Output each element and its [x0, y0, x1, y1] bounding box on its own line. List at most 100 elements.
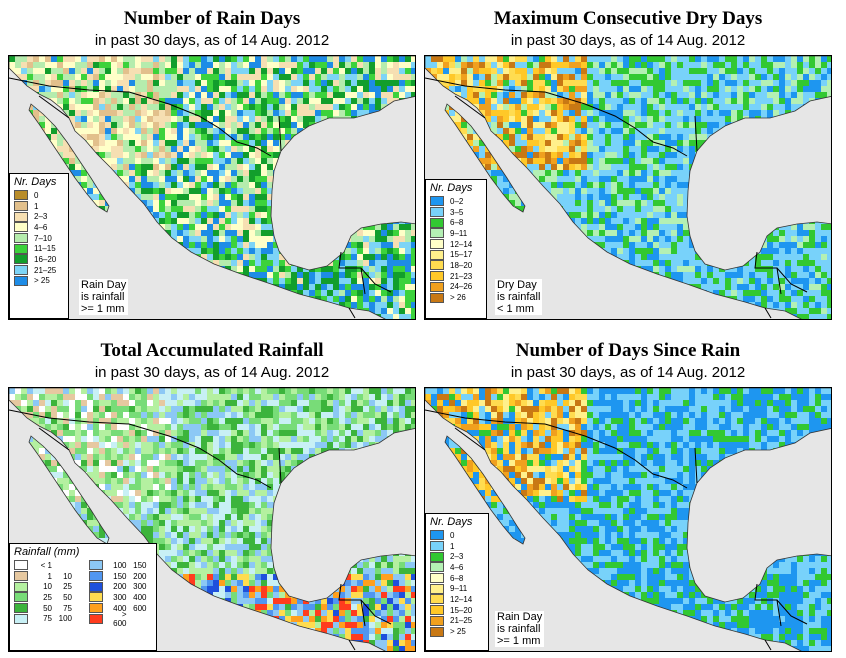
country-border — [338, 251, 366, 295]
legend-item: 11–15 — [10, 243, 68, 254]
legend-label: 21–25 — [450, 616, 473, 626]
legend-item: > 25 — [426, 626, 488, 637]
legend-item: 3–5 — [426, 207, 486, 218]
legend-label: 11–15 — [34, 244, 56, 254]
legend-low: 1 — [47, 571, 52, 581]
legend-swatch — [14, 254, 28, 265]
legend-label: 1 — [34, 201, 39, 211]
coastline — [444, 103, 526, 213]
legend-item: 4–6 — [10, 222, 68, 233]
rain-days-map: Nr. Days 0 1 2–3 4–6 7–10 11–15 16–20 21–25 > 25… — [8, 55, 416, 320]
legend-high: 300 — [133, 582, 147, 592]
legend-title: Nr. Days — [14, 176, 57, 188]
legend-swatch — [430, 562, 444, 573]
legend-label: 9–11 — [450, 584, 468, 594]
legend-item: 75 100 — [10, 613, 79, 624]
country-border — [278, 447, 282, 484]
legend-label: 12–14 — [450, 594, 473, 604]
days-since-rain-map: Nr. Days 0 1 2–3 4–6 6–8 9–11 12–14 15–20 21–25 >… — [424, 387, 832, 652]
country-border — [348, 639, 356, 651]
legend-low: > 600 — [113, 609, 127, 628]
map-legend: Rainfall (mm) < 1 100 150 1 10 150 200 10 25 200 3… — [9, 543, 157, 651]
legend-item: 7–10 — [10, 233, 68, 244]
legend-swatch — [14, 592, 28, 603]
legend-label: 7–10 — [34, 233, 52, 243]
legend-label: 6–8 — [450, 573, 464, 583]
country-border — [754, 583, 782, 627]
legend-swatch — [14, 265, 28, 276]
country-border — [694, 115, 698, 152]
legend-swatch — [430, 228, 444, 239]
legend-swatch — [14, 233, 28, 244]
legend-item: 150 200 — [85, 571, 154, 582]
dry-days-map: Nr. Days 0–2 3–5 6–8 9–11 12–14 15–17 18–20 21–… — [424, 55, 832, 320]
panel-title: Maximum Consecutive Dry Days — [493, 8, 763, 29]
legend-label: 0–2 — [450, 196, 464, 206]
legend-low: 400 — [113, 603, 127, 613]
legend-low: 300 — [113, 592, 127, 602]
legend-high: 10 — [63, 571, 72, 581]
map-graphic — [9, 388, 415, 651]
legend-swatch — [430, 626, 444, 637]
legend-item: 9–11 — [426, 583, 488, 594]
country-border — [38, 427, 70, 451]
legend-item: 0–2 — [426, 196, 486, 207]
legend-item: 2–3 — [10, 211, 68, 222]
country-border — [9, 409, 272, 489]
legend-label: 0 — [34, 190, 39, 200]
legend-swatch — [430, 281, 444, 292]
panel-rain-days: Number of Rain Days in past 30 days, as … — [8, 8, 416, 326]
legend-rows: 0–2 3–5 6–8 9–11 12–14 15–17 18–20 21–23 24–26 > … — [426, 196, 486, 303]
legend-swatch — [430, 217, 444, 228]
legend-high: 200 — [133, 571, 147, 581]
coastline — [425, 56, 831, 319]
legend-swatch — [14, 222, 28, 233]
legend-label: 24–26 — [450, 282, 473, 292]
legend-swatch — [430, 249, 444, 260]
legend-item: 6–8 — [426, 573, 488, 584]
legend-rows: 0 1 2–3 4–6 6–8 9–11 12–14 15–20 21–25 > 25 — [426, 530, 488, 637]
country-border — [348, 307, 356, 319]
legend-label: 6–8 — [450, 218, 464, 228]
coastline — [9, 388, 415, 651]
legend-item: < 1 — [10, 560, 79, 571]
legend-swatch — [430, 605, 444, 616]
legend-item: > 26 — [426, 292, 486, 303]
legend-swatch — [430, 292, 444, 303]
legend-item: 12–14 — [426, 594, 488, 605]
legend-item: 1 10 — [10, 571, 79, 582]
legend-label: 2–3 — [450, 552, 464, 562]
panel-title: Number of Rain Days — [123, 8, 301, 29]
legend-swatch — [88, 613, 103, 624]
coastline — [9, 56, 415, 319]
legend-item: 300 400 — [85, 592, 154, 603]
legend-label: 2–3 — [34, 212, 48, 222]
coastline — [444, 435, 526, 545]
legend-item: 200 300 — [85, 581, 154, 592]
legend-swatch — [430, 239, 444, 250]
legend-swatch — [430, 583, 444, 594]
definition-note: Rain Day is rainfall >= 1 mm — [495, 611, 545, 647]
legend-label: 3–5 — [450, 207, 464, 217]
legend-label: 15–20 — [450, 605, 473, 615]
legend-swatch — [14, 613, 28, 624]
legend-swatch — [430, 551, 444, 562]
legend-swatch — [430, 541, 444, 552]
legend-item: 50 75 — [10, 603, 79, 614]
legend-label: 15–17 — [450, 250, 473, 260]
legend-label: > 25 — [34, 276, 50, 286]
map-legend: Nr. Days 0–2 3–5 6–8 9–11 12–14 15–17 18–20 21–… — [425, 179, 487, 319]
legend-item: > 600 — [85, 610, 154, 628]
panel-days-since-rain: Number of Days Since Rain in past 30 day… — [424, 340, 832, 658]
country-border — [764, 307, 772, 319]
map-graphic — [9, 56, 415, 319]
legend-item: 21–23 — [426, 271, 486, 282]
legend-item: 9–11 — [426, 228, 486, 239]
legend-swatch — [88, 603, 103, 614]
legend-swatch — [14, 190, 28, 201]
legend-title: Rainfall (mm) — [14, 546, 80, 558]
legend-label: 16–20 — [34, 254, 57, 264]
legend-item: 10 25 — [10, 581, 79, 592]
legend-low: 10 — [43, 582, 52, 592]
legend-low: 200 — [113, 582, 127, 592]
